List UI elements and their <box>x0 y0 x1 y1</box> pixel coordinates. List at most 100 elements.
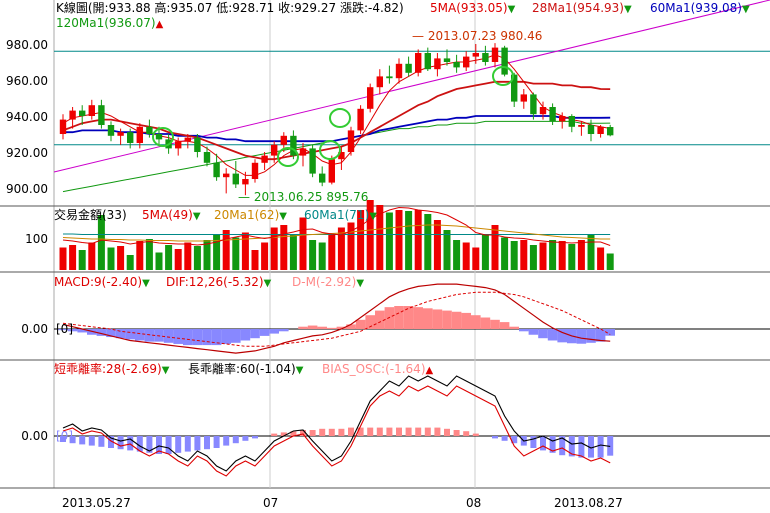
candle-body <box>568 116 575 127</box>
candle-body <box>88 105 95 116</box>
low-annotation: — 2013.06.25 895.76 <box>238 190 369 204</box>
kline-ma28-legend: 28Ma1(954.93)▼ <box>532 1 632 17</box>
xaxis-label: 08 <box>466 496 482 510</box>
triangle-down-icon: ▼ <box>741 4 750 15</box>
macd-histogram-bar <box>336 326 347 329</box>
volume-bar <box>289 235 297 270</box>
candle-body <box>271 144 278 156</box>
candle-body <box>386 76 393 79</box>
panel-frames <box>0 0 770 489</box>
volume-bar <box>337 227 345 270</box>
bias-osc-bar <box>492 436 498 439</box>
volume-bar <box>165 245 173 270</box>
volume-bar <box>280 225 288 270</box>
bias-osc-bar <box>60 436 66 442</box>
volume-bar <box>462 242 470 270</box>
candle-body <box>587 125 595 134</box>
volume-bar <box>88 242 96 270</box>
candle-body <box>127 132 134 143</box>
bias-osc-bar <box>69 436 76 444</box>
macd-histogram-bar <box>413 307 423 329</box>
macd-histogram-bar <box>106 329 116 338</box>
candle-body <box>443 58 451 62</box>
bias-osc-bar <box>98 436 105 447</box>
bias-short-legend: 短乖離率:28(-2.69)▼ <box>54 362 169 378</box>
volume-bar <box>59 247 67 270</box>
kline-ma120-legend: 120Ma1(936.07)▲ <box>56 16 163 32</box>
macd-histogram-bar <box>240 329 251 341</box>
bias-osc-bar <box>348 427 354 436</box>
high-annotation: — 2013.07.23 980.46 <box>412 29 543 43</box>
macd-histogram-bar <box>58 329 68 331</box>
volume-bar <box>203 240 211 270</box>
macd-histogram-bar <box>394 306 404 329</box>
macd-histogram-bar <box>605 329 615 336</box>
xaxis-label: 2013.08.27 <box>554 496 623 510</box>
volume-bar <box>395 210 403 270</box>
volume-ma60-legend: 60Ma1(71)▼ <box>304 208 377 224</box>
volume-bar <box>424 214 432 270</box>
macd-histogram-bar <box>279 329 289 332</box>
volume-bar <box>597 247 605 270</box>
candle-body <box>482 53 489 62</box>
volume-bar <box>453 240 461 270</box>
candle-body <box>501 47 508 75</box>
volume-ma5-label: 5MA(49) <box>142 208 193 222</box>
candle-body <box>299 148 307 156</box>
triangle-down-icon: ▼ <box>356 278 365 289</box>
kline-ytick: 980.00 <box>6 38 48 52</box>
volume-bar <box>107 247 115 270</box>
bias-osc-bar <box>213 436 220 448</box>
bias-osc-bar <box>271 433 278 436</box>
bias-osc-bar <box>453 430 460 436</box>
volume-bar <box>347 222 355 270</box>
volume-bar <box>501 237 509 270</box>
candle-body <box>376 76 383 88</box>
volume-bar <box>69 245 77 270</box>
volume-bar <box>222 230 230 270</box>
macd-dif-label: DIF:12,26(-5.32) <box>166 275 264 289</box>
volume-bar <box>241 232 249 270</box>
candle-body <box>59 119 67 134</box>
bias-zero-tag: [0] <box>56 429 73 443</box>
bias-osc-label: BIAS_OSC:(-1.64) <box>322 362 426 376</box>
bias-osc-bar <box>607 436 614 456</box>
bias-osc-bar <box>280 432 287 436</box>
macd-zero-tag: [0] <box>56 322 73 336</box>
volume-bar <box>510 241 518 270</box>
volume-ma60-label: 60Ma1(71) <box>304 208 370 222</box>
macd-histogram-bar <box>471 315 481 329</box>
macd-histogram-bar <box>221 329 231 344</box>
volume-title: 交易金額(33) <box>54 208 127 222</box>
macd-histogram-bar <box>231 329 241 343</box>
triangle-down-icon: ▼ <box>369 211 377 222</box>
bias-osc-bar <box>165 436 172 454</box>
bias-osc-bar <box>108 436 114 448</box>
bias-osc-bar <box>146 436 153 453</box>
candle-body <box>607 127 614 136</box>
volume-bar <box>270 227 278 270</box>
macd-histogram-bar <box>490 319 500 329</box>
kline-ytick: 920.00 <box>6 146 48 160</box>
volume-ma20-label: 20Ma1(62) <box>214 208 280 222</box>
triangle-down-icon: ▼ <box>192 211 201 222</box>
triangle-down-icon: ▼ <box>623 4 632 15</box>
volume-bar <box>309 240 317 270</box>
triangle-up-icon: ▲ <box>155 19 164 30</box>
macd-histogram-bar <box>375 310 385 329</box>
triangle-down-icon: ▼ <box>161 365 170 376</box>
macd-dm-legend: D-M(-2.92)▼ <box>292 275 364 291</box>
volume-bar <box>491 225 499 270</box>
bias-short-label: 短乖離率:28(-2.69) <box>54 362 162 376</box>
highlight-circle <box>329 108 351 128</box>
macd-histogram-bar <box>576 329 587 344</box>
volume-bar <box>155 252 163 270</box>
bias-osc-bar <box>194 436 201 451</box>
macd-histogram-bar <box>202 329 212 346</box>
macd-histogram-bar <box>125 329 135 340</box>
macd-histogram-bar <box>269 329 279 334</box>
volume-bar <box>261 242 269 270</box>
macd-signal-line <box>62 291 611 347</box>
bias-osc-bar <box>127 436 134 451</box>
